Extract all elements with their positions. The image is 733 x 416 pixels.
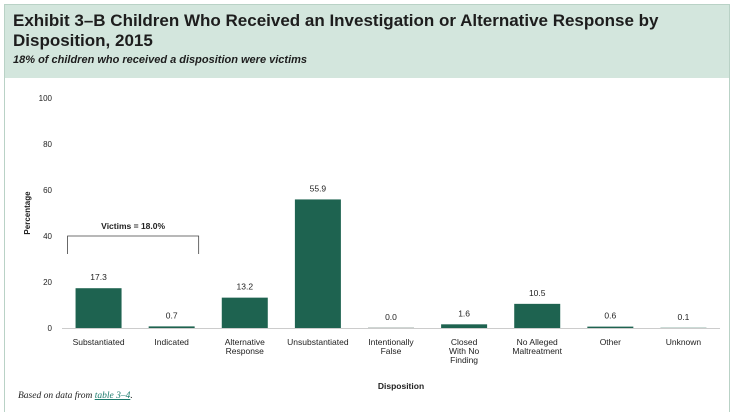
bar xyxy=(222,298,268,328)
data-label: 0.1 xyxy=(678,312,690,322)
y-tick-label: 40 xyxy=(43,232,52,241)
data-label: 13.2 xyxy=(237,282,254,292)
footnote-suffix: . xyxy=(130,391,132,401)
y-tick-label: 0 xyxy=(48,324,53,333)
bar xyxy=(514,304,560,328)
bar xyxy=(441,324,487,328)
data-label: 0.7 xyxy=(166,310,178,320)
footnote: Based on data from table 3–4. xyxy=(18,391,133,401)
data-label: 1.6 xyxy=(458,308,470,318)
data-label: 17.3 xyxy=(90,272,107,282)
footnote-prefix: Based on data from xyxy=(18,391,95,401)
x-tick-label: Other xyxy=(600,337,621,347)
x-tick-label: False xyxy=(381,346,402,356)
table-link[interactable]: table 3–4 xyxy=(95,391,131,401)
bar xyxy=(149,326,195,328)
bar xyxy=(368,327,414,328)
x-tick-label: Unsubstantiated xyxy=(287,337,349,347)
bar xyxy=(587,327,633,328)
x-tick-label: Maltreatment xyxy=(512,346,562,356)
x-tick-label: Response xyxy=(226,346,265,356)
y-tick-label: 80 xyxy=(43,140,52,149)
data-label: 55.9 xyxy=(310,183,327,193)
data-label: 0.6 xyxy=(604,311,616,321)
x-tick-label: Unknown xyxy=(666,337,702,347)
x-tick-label: Finding xyxy=(450,355,478,365)
victims-bracket xyxy=(68,236,199,254)
x-tick-label: Substantiated xyxy=(73,337,125,347)
y-tick-label: 60 xyxy=(43,186,52,195)
x-tick-label: Indicated xyxy=(154,337,189,347)
y-tick-label: 20 xyxy=(43,278,52,287)
y-axis-label: Percentage xyxy=(23,191,32,235)
data-label: 10.5 xyxy=(529,288,546,298)
bar xyxy=(76,288,122,328)
y-tick-label: 100 xyxy=(39,94,53,103)
bar xyxy=(295,199,341,328)
victims-annotation: Victims = 18.0% xyxy=(101,221,165,231)
data-label: 0.0 xyxy=(385,312,397,322)
x-axis-label: Disposition xyxy=(378,381,424,391)
